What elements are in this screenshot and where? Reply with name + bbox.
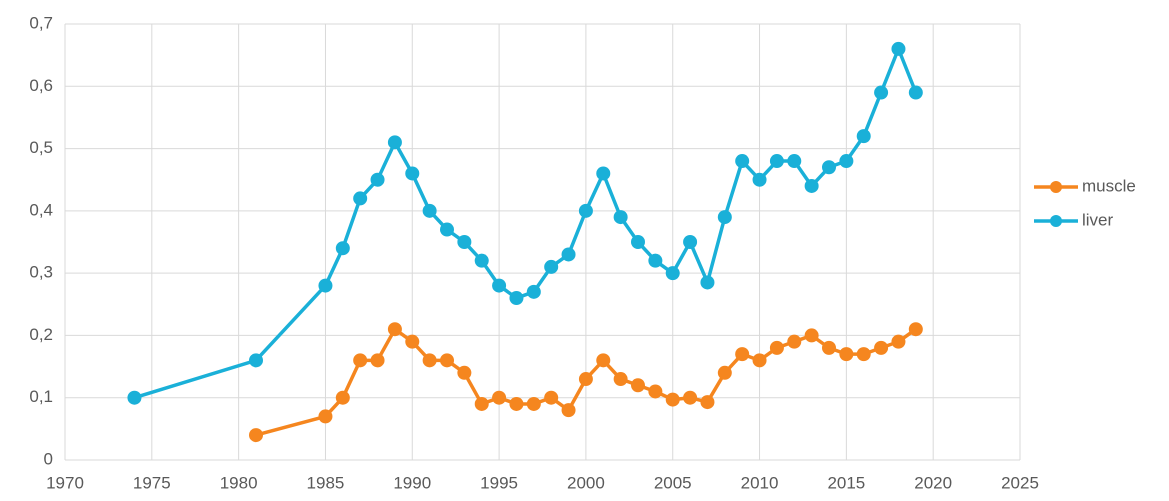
data-point [440,353,454,368]
data-point [353,191,368,206]
data-point [353,353,368,368]
data-point [769,154,784,169]
data-point [700,275,715,290]
data-point [735,154,750,169]
legend-label: muscle [1082,176,1136,195]
data-point [127,390,142,405]
data-point [492,278,507,293]
y-tick-label: 0,6 [29,76,53,95]
y-tick-label: 0,1 [29,387,53,406]
x-tick-label: 2015 [827,473,865,492]
data-point [578,203,593,218]
x-tick-label: 2025 [1001,473,1039,492]
data-point [874,85,889,100]
data-point [631,235,645,249]
y-tick-label: 0 [44,449,53,468]
x-tick-label: 2020 [914,473,952,492]
data-point [457,365,472,380]
x-tick-label: 1995 [480,473,518,492]
data-point [249,428,263,443]
y-tick-label: 0,3 [29,263,53,282]
data-point [526,284,541,299]
data-point [509,396,524,411]
data-point [822,340,836,355]
data-point [509,291,524,306]
data-point [717,365,732,380]
x-tick-label: 1985 [307,473,345,492]
data-point [839,347,854,362]
data-point [578,372,593,387]
x-tick-label: 1990 [393,473,431,492]
data-point [700,395,715,410]
x-tick-label: 1970 [46,473,84,492]
data-point [422,203,437,218]
y-tick-label: 0,4 [29,200,53,219]
data-point [474,253,489,268]
x-tick-label: 1975 [133,473,171,492]
data-point [717,210,732,225]
data-point [787,154,802,169]
data-point [370,353,385,368]
data-point [613,210,628,225]
data-point [665,392,680,407]
data-point [822,160,836,175]
x-tick-label: 1980 [220,473,258,492]
data-point [613,372,628,387]
data-point [752,172,767,187]
data-point [787,334,802,349]
data-point [752,353,767,368]
x-tick-label: 2000 [567,473,605,492]
x-tick-label: 2010 [741,473,779,492]
data-point [335,241,350,256]
data-point [735,347,750,362]
data-point [318,278,333,293]
data-point [422,353,437,368]
data-point [370,172,385,187]
data-point [544,390,559,405]
data-point [891,334,906,349]
data-point [561,247,576,262]
data-point [387,322,402,337]
data-point [405,166,420,181]
data-point [457,235,472,249]
data-point [405,334,420,349]
y-tick-label: 0,7 [29,13,53,32]
data-point [769,340,784,355]
data-point [891,41,906,56]
data-point [249,353,263,368]
data-point [665,266,680,281]
data-point [561,403,576,418]
x-tick-label: 2005 [654,473,692,492]
data-point [856,347,871,362]
data-point [908,85,923,100]
data-point [874,340,889,355]
data-point [526,396,541,411]
data-point [544,259,559,274]
data-point [648,384,663,399]
data-point [683,235,698,249]
data-point [839,154,854,169]
legend-marker [1050,215,1062,227]
data-point [804,328,819,343]
data-point [683,390,698,405]
data-point [387,135,402,150]
data-point [474,396,489,411]
data-point [335,390,350,405]
legend-label: liver [1082,210,1114,229]
data-point [908,322,923,337]
data-point [440,222,454,237]
data-point [631,378,645,393]
data-point [804,178,819,193]
y-tick-label: 0,2 [29,325,53,344]
y-tick-label: 0,5 [29,138,53,157]
data-point [596,166,611,181]
data-point [596,353,611,368]
data-point [856,129,871,144]
data-point [492,390,507,405]
data-point [318,409,333,424]
legend-marker [1050,181,1062,193]
data-point [648,253,663,268]
